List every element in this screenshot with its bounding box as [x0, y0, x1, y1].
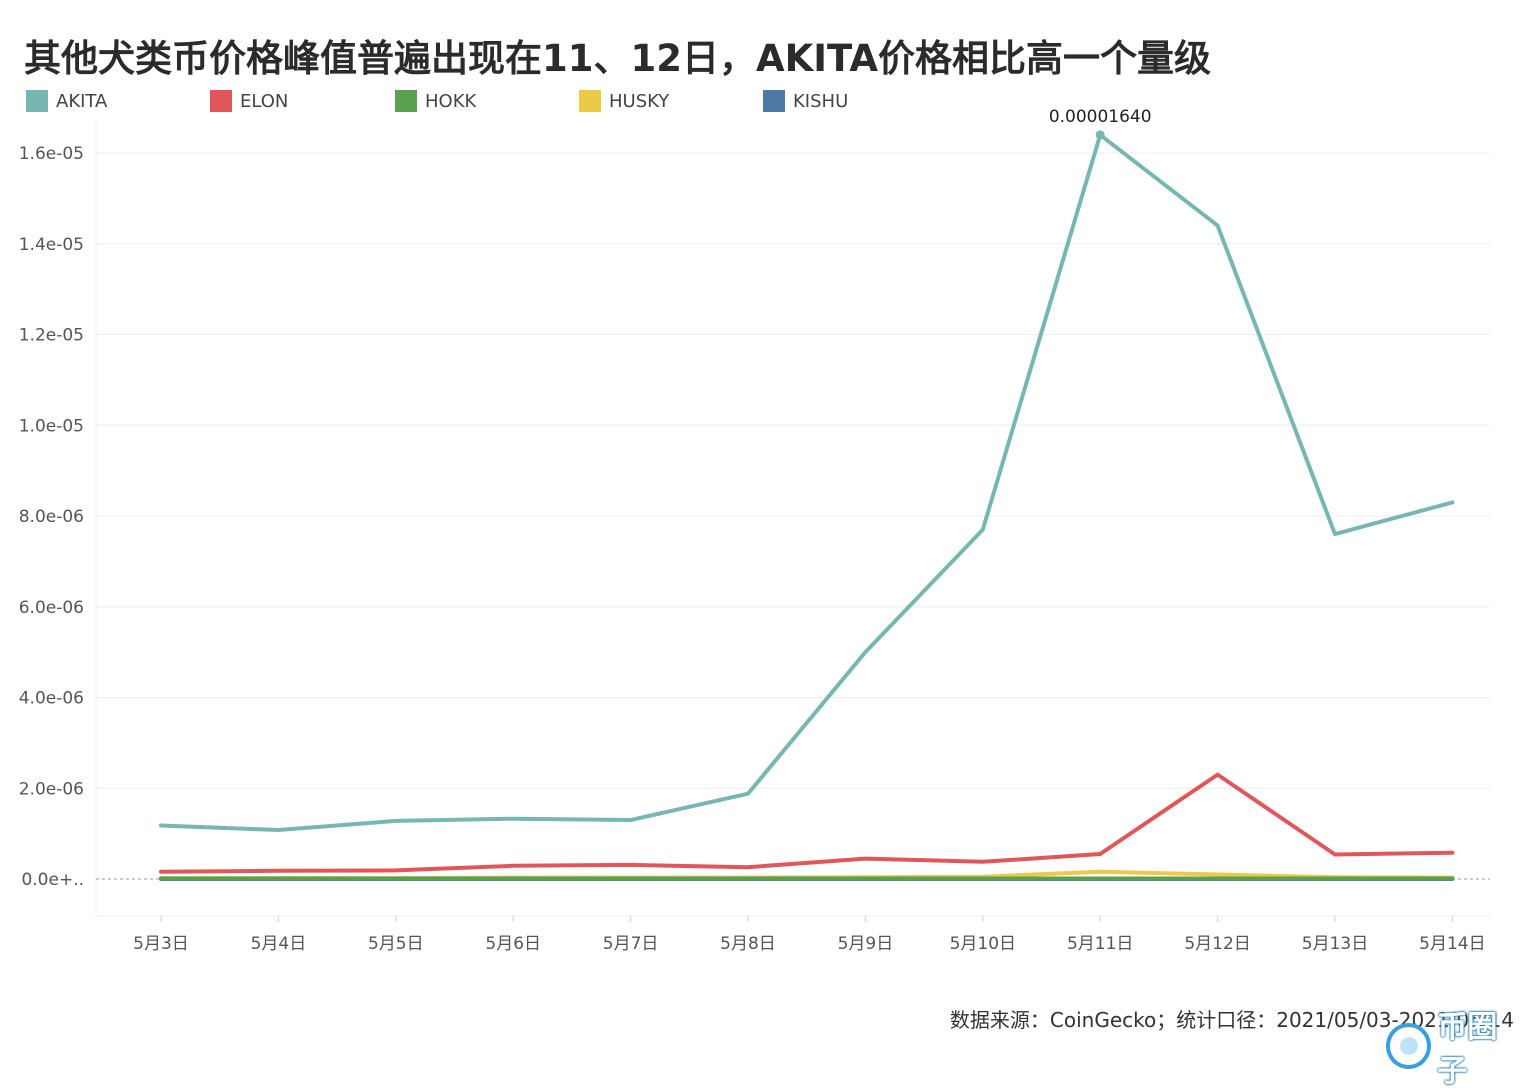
legend-swatch: [579, 90, 601, 112]
x-tick-label: 5月12日: [1184, 934, 1250, 954]
x-tick-label: 5月13日: [1302, 934, 1368, 954]
watermark-logo-icon: [1386, 1023, 1432, 1069]
x-tick-label: 5月4日: [251, 934, 307, 954]
x-tick-label: 5月5日: [368, 934, 424, 954]
legend-swatch: [763, 90, 785, 112]
legend-item-husky: HUSKY: [579, 90, 669, 112]
peak-label: 0.00001640: [1049, 107, 1152, 127]
y-tick-label: 6.0e-06: [19, 598, 84, 618]
x-tick-label: 5月3日: [133, 934, 189, 954]
chart-title: 其他犬类币价格峰值普遍出现在11、12日，AKITA价格相比高一个量级: [24, 37, 1212, 80]
watermark-text: 币圈子: [1437, 1010, 1498, 1089]
y-tick-label: 2.0e-06: [19, 779, 84, 799]
chart-legend: AKITA ELON HOKK HUSKY KISHU: [26, 90, 926, 114]
series-line-akita: [159, 132, 1455, 832]
y-tick-label: 1.6e-05: [19, 144, 84, 164]
legend-label: KISHU: [793, 90, 849, 112]
y-tick-label: 0.0e+..: [21, 870, 84, 890]
line-chart: 0.0e+.. 2.0e-06 4.0e-06 6.0e-06 8.0e-06 1.0e-…: [19, 107, 1490, 954]
legend-label: HUSKY: [609, 90, 670, 112]
legend-label: ELON: [240, 90, 289, 112]
series-line-elon: [159, 772, 1455, 874]
x-tick-label: 5月10日: [950, 934, 1016, 954]
x-tick-label: 5月14日: [1419, 934, 1485, 954]
legend-swatch: [210, 90, 232, 112]
y-tick-label: 1.4e-05: [19, 235, 84, 255]
legend-item-akita: AKITA: [26, 90, 107, 112]
legend-label: HOKK: [425, 90, 477, 112]
legend-swatch: [395, 90, 417, 112]
y-tick-label: 1.2e-05: [19, 326, 84, 346]
x-tick-label: 5月9日: [838, 934, 894, 954]
legend-label: AKITA: [56, 90, 108, 112]
y-tick-label: 4.0e-06: [19, 689, 84, 709]
watermark: 币圈子: [1386, 1010, 1526, 1089]
peak-point: [1095, 130, 1105, 140]
x-tick-label: 5月11日: [1067, 934, 1133, 954]
x-tick-label: 5月7日: [603, 934, 659, 954]
legend-item-elon: ELON: [210, 90, 288, 112]
legend-item-hokk: HOKK: [395, 90, 476, 112]
legend-swatch: [26, 90, 48, 112]
x-tick-label: 5月6日: [485, 934, 541, 954]
legend-item-kishu: KISHU: [763, 90, 848, 112]
y-tick-label: 8.0e-06: [19, 507, 84, 527]
y-tick-label: 1.0e-05: [19, 416, 84, 436]
x-tick-label: 5月8日: [720, 934, 776, 954]
